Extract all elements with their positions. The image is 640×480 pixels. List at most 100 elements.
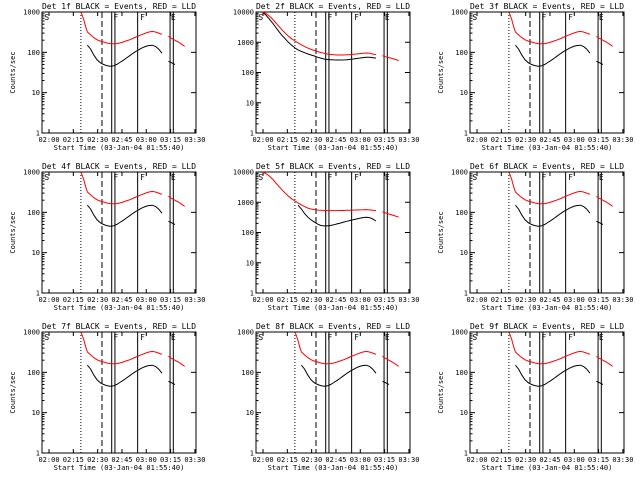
series-line [515,44,604,67]
chart-title: Det 5f BLACK = Events, RED = LLD [256,162,410,171]
x-tick-label: 03:15 [588,136,609,144]
series-line [87,204,176,227]
marker-label: S [44,173,49,182]
x-tick-label: 03:00 [350,136,371,144]
y-tick-label: 10 [32,89,40,97]
x-tick-label: 02:30 [515,456,536,464]
series-line [80,331,185,367]
x-tick-label: 02:30 [301,296,322,304]
marker-label: F [327,333,332,342]
x-tick-label: 02:00 [466,136,487,144]
y-tick-label: 10000 [233,9,254,17]
x-tick-label: 03:00 [564,136,585,144]
x-tick-label: 03:15 [374,136,395,144]
marker-label: F [354,173,359,182]
y-tick-label: 100 [455,369,468,377]
x-tick-label: 02:30 [87,456,108,464]
marker-label: S [472,13,477,22]
y-axis-label: Counts/sec [437,51,445,93]
x-tick-label: 03:15 [160,456,181,464]
marker-label: F [354,333,359,342]
y-axis-label: Counts/sec [9,51,17,93]
plot-frame [41,331,197,454]
y-tick-label: 1000 [23,9,40,17]
marker-label: F [327,13,332,22]
x-tick-label: 02:45 [111,136,132,144]
x-tick-label: 02:45 [111,456,132,464]
x-tick-label: 02:15 [491,296,512,304]
y-tick-label: 100 [27,209,40,217]
x-axis-label: Start Time (03-Jan-04 01:55:40) [54,144,185,152]
series-line [508,11,613,47]
y-tick-label: 100 [455,209,468,217]
x-tick-label: 02:45 [325,456,346,464]
plot-frame [41,11,197,134]
x-tick-label: 02:30 [87,296,108,304]
marker-label: S [258,13,263,22]
x-tick-label: 02:00 [252,456,273,464]
chart-title: Det 3f BLACK = Events, RED = LLD [470,2,624,11]
y-tick-label: 10 [32,409,40,417]
y-axis-label: Counts/sec [9,371,17,413]
marker-label: E [171,173,176,182]
y-tick-label: 100 [241,369,254,377]
y-tick-label: 100 [27,369,40,377]
plot-frame [469,11,625,134]
chart-title: Det 9f BLACK = Events, RED = LLD [470,322,624,331]
y-tick-label: 1 [250,290,254,298]
x-tick-label: 02:45 [111,296,132,304]
x-tick-label: 02:00 [38,136,59,144]
chart-panel-1: Det 1f BLACK = Events, RED = LLD 02:00 02:… [9,2,205,152]
y-tick-label: 10 [32,249,40,257]
y-tick-label: 1000 [451,329,468,337]
series-line [87,44,176,67]
x-tick-label: 03:15 [160,296,181,304]
x-tick-label: 02:00 [466,456,487,464]
x-tick-label: 03:30 [398,296,419,304]
y-tick-label: 100 [241,69,254,77]
plot-frame [41,171,197,294]
x-tick-label: 03:15 [374,456,395,464]
marker-label: F [113,333,118,342]
x-tick-label: 02:45 [539,296,560,304]
series-line [80,11,185,47]
marker-label: F [327,173,332,182]
y-tick-label: 1000 [237,39,254,47]
x-tick-label: 03:00 [136,456,157,464]
chart-panel-3: Det 3f BLACK = Events, RED = LLD 02:00 02:… [437,2,633,152]
marker-label: S [44,333,49,342]
series-line [87,364,176,387]
x-tick-label: 03:00 [350,296,371,304]
marker-label: E [599,13,604,22]
x-axis-label: Start Time (03-Jan-04 01:55:40) [268,144,399,152]
chart-panel-6: Det 6f BLACK = Events, RED = LLD 02:00 02:… [437,162,633,312]
marker-label: F [113,173,118,182]
marker-label: F [113,13,118,22]
x-tick-label: 02:15 [491,456,512,464]
marker-label: F [568,173,573,182]
x-tick-label: 02:30 [301,456,322,464]
x-tick-label: 03:15 [160,136,181,144]
y-tick-label: 10 [460,249,468,257]
series-line [301,364,390,387]
chart-title: Det 2f BLACK = Events, RED = LLD [256,2,410,11]
x-tick-label: 02:15 [491,136,512,144]
chart-title: Det 8f BLACK = Events, RED = LLD [256,322,410,331]
chart-title: Det 7f BLACK = Events, RED = LLD [42,322,196,331]
x-tick-label: 02:15 [277,296,298,304]
x-axis-label: Start Time (03-Jan-04 01:55:40) [54,464,185,472]
series-line [508,331,613,367]
x-axis-label: Start Time (03-Jan-04 01:55:40) [54,304,185,312]
marker-label: F [541,333,546,342]
x-tick-label: 03:30 [184,296,205,304]
marker-label: S [472,333,477,342]
series-line [515,204,604,227]
x-tick-label: 02:45 [325,296,346,304]
x-axis-label: Start Time (03-Jan-04 01:55:40) [268,464,399,472]
chart-title: Det 4f BLACK = Events, RED = LLD [42,162,196,171]
series-line [294,331,399,367]
marker-label: S [472,173,477,182]
x-tick-label: 02:30 [515,136,536,144]
x-tick-label: 02:00 [466,296,487,304]
